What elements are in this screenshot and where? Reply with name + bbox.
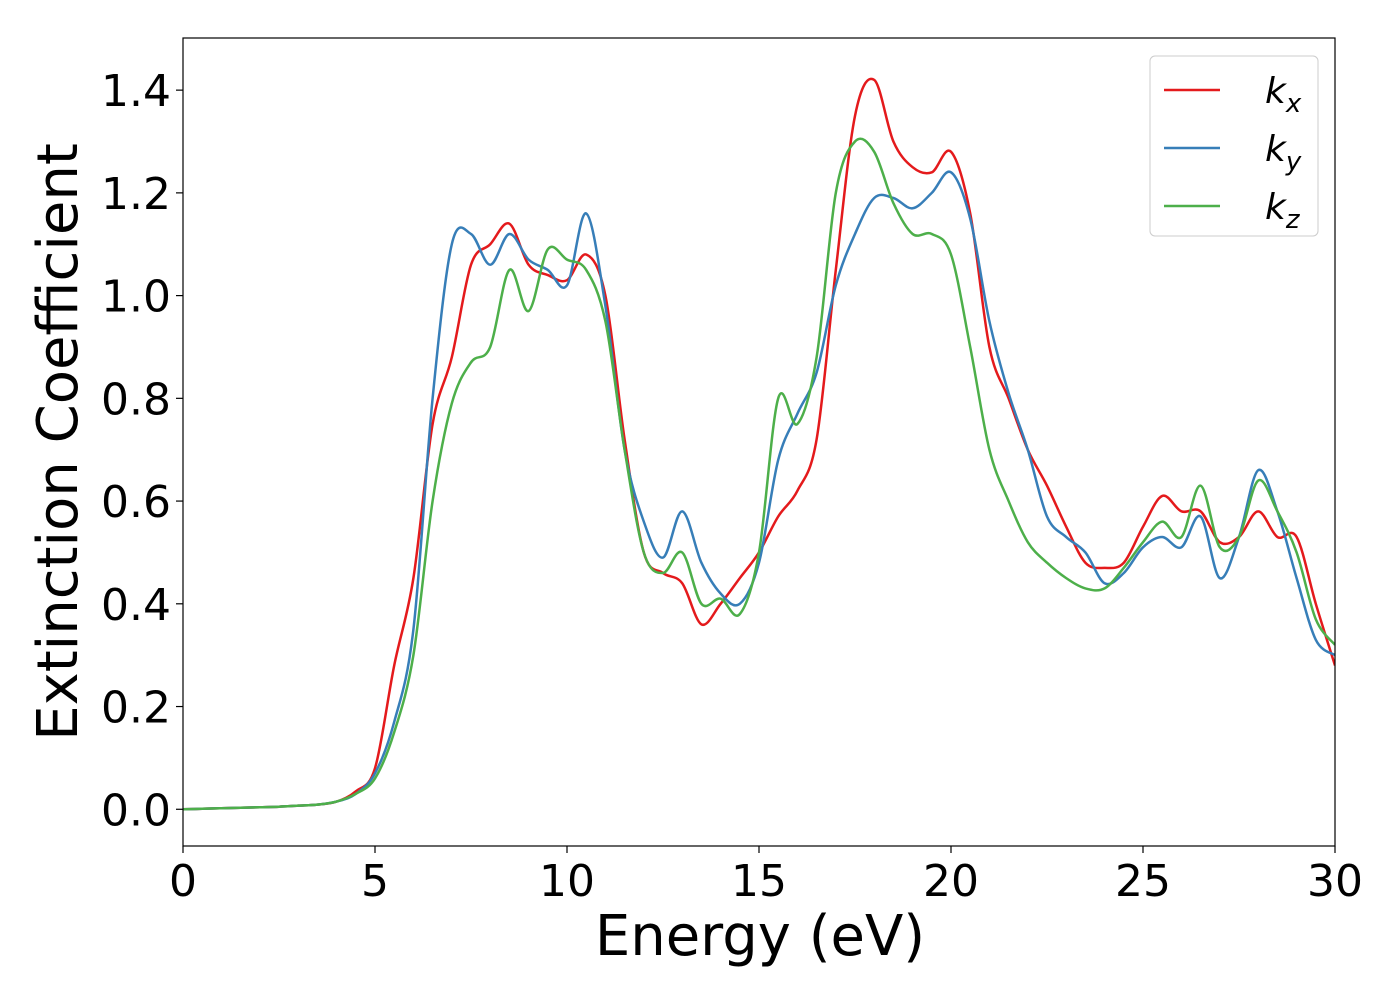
legend-label: kx [1265, 71, 1302, 119]
x-tick-label: 5 [361, 856, 389, 907]
legend-label: ky [1265, 129, 1302, 177]
y-tick-label: 1.0 [101, 272, 171, 323]
series-line [183, 137, 1335, 811]
y-axis-label: Extinction Coefficient [26, 143, 91, 741]
y-tick-label: 0.6 [101, 477, 171, 528]
y-tick-label: 0.8 [101, 374, 171, 425]
y-tick-label: 0.2 [101, 683, 171, 734]
series-line [183, 170, 1335, 811]
x-tick-label: 30 [1307, 856, 1363, 907]
x-axis-label: Energy (eV) [595, 904, 925, 969]
legend-box [1149, 55, 1319, 237]
y-tick-label: 0.0 [101, 785, 171, 836]
y-tick-label: 1.4 [101, 66, 171, 117]
x-tick-label: 20 [923, 856, 979, 907]
legend-label: kz [1265, 187, 1301, 235]
y-tick-label: 1.2 [101, 169, 171, 220]
x-tick-label: 25 [1115, 856, 1171, 907]
x-tick-label: 0 [169, 856, 197, 907]
plot-frame [182, 37, 1336, 847]
x-tick-label: 10 [539, 856, 595, 907]
y-tick-label: 0.4 [101, 580, 171, 631]
x-tick-label: 15 [731, 856, 787, 907]
